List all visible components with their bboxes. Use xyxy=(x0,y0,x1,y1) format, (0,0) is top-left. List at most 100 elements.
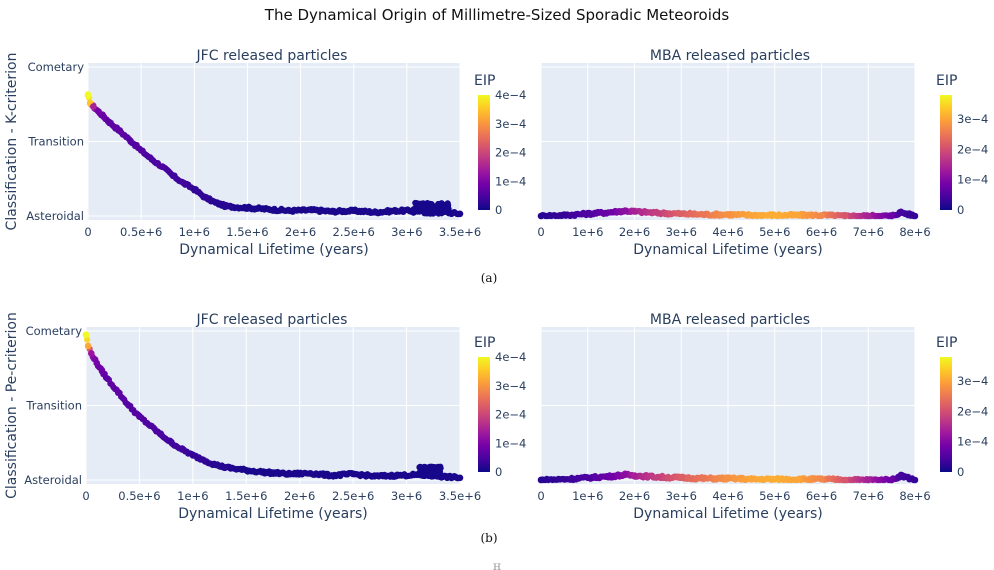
colorbar: EIP 0 1e−4 2e−4 3e−4 xyxy=(936,335,988,479)
data-point xyxy=(201,194,209,201)
data-point xyxy=(136,413,143,421)
x-axis-label: Dynamical Lifetime (years) xyxy=(633,506,822,522)
data-point xyxy=(93,359,100,367)
data-point xyxy=(90,103,97,110)
data-point xyxy=(865,212,872,220)
data-point xyxy=(100,113,108,121)
colorbar-gradient-bar xyxy=(940,95,952,210)
colorbar-tick-label: 2e−4 xyxy=(495,408,526,422)
data-point xyxy=(178,446,186,453)
data-point xyxy=(654,209,662,217)
x-tick-label: 1e+6 xyxy=(572,225,603,239)
data-cluster xyxy=(416,463,444,479)
data-point xyxy=(631,472,638,479)
data-point xyxy=(430,206,437,213)
data-point xyxy=(897,472,905,479)
data-point xyxy=(678,474,685,482)
data-point xyxy=(148,156,156,163)
chart-panel-1: 0 0.5e+6 1e+6 1.5e+6 2e+6 2.5e+6 3e+6 3.5e+6 Ast… xyxy=(4,48,526,258)
data-point xyxy=(701,211,708,218)
colorbar-tick-label: 3e−4 xyxy=(495,117,526,131)
data-point xyxy=(169,172,177,180)
x-tick-label: 3.5e+6 xyxy=(439,225,481,239)
panel-title: MBA released particles xyxy=(650,48,810,64)
x-tick-label: 2.5e+6 xyxy=(332,489,374,503)
data-point xyxy=(865,476,872,484)
x-tick-label: 6e+6 xyxy=(806,225,837,239)
data-point xyxy=(621,471,629,479)
colorbar: EIP 0 1e−4 2e−4 3e−4 4e−4 xyxy=(474,73,526,217)
data-point xyxy=(88,350,95,357)
scatter-series xyxy=(537,470,919,484)
data-point xyxy=(724,211,732,218)
colorbar-title: EIP xyxy=(936,335,957,351)
data-point xyxy=(607,473,615,480)
data-point xyxy=(654,473,662,481)
data-point xyxy=(678,210,685,218)
colorbar-tick-label: 1e−4 xyxy=(957,173,988,187)
data-point xyxy=(350,207,358,215)
x-tick-label: 4e+6 xyxy=(712,225,743,239)
colorbar-title: EIP xyxy=(474,335,495,351)
x-tick-label: 3e+6 xyxy=(666,225,697,239)
data-point xyxy=(841,212,849,220)
caption-a: (a) xyxy=(481,271,498,285)
data-point xyxy=(410,206,417,213)
y-tick-label: Transition xyxy=(25,399,82,413)
y-tick-label: Asteroidal xyxy=(26,209,84,223)
data-point xyxy=(794,476,802,483)
data-point xyxy=(137,147,145,154)
colorbar-tick-label: 2e−4 xyxy=(957,142,988,156)
data-point xyxy=(438,210,445,217)
colorbar-tick-label: 0 xyxy=(495,203,502,217)
data-point xyxy=(392,472,400,479)
colorbar-gradient-bar xyxy=(478,357,490,472)
x-tick-label: 3e+6 xyxy=(666,489,697,503)
data-point xyxy=(584,210,592,218)
x-tick-label: 2.5e+6 xyxy=(333,225,375,239)
colorbar-tick-label: 3e−4 xyxy=(957,112,988,126)
colorbar-tick-label: 1e−4 xyxy=(495,174,526,188)
data-point xyxy=(285,470,293,478)
data-point xyxy=(349,470,357,478)
data-point xyxy=(127,137,134,145)
colorbar-tick-label: 4e−4 xyxy=(495,350,526,364)
x-tick-label: 1e+6 xyxy=(572,489,603,503)
data-point xyxy=(631,208,638,215)
x-tick-label: 5e+6 xyxy=(759,489,790,503)
scatter-series xyxy=(84,91,464,218)
colorbar: EIP 0 1e−4 2e−4 3e−4 xyxy=(936,73,988,217)
x-tick-label: 3e+6 xyxy=(391,225,422,239)
data-point xyxy=(701,475,708,482)
data-point xyxy=(748,212,755,219)
x-tick-label: 3e+6 xyxy=(391,489,422,503)
data-cluster xyxy=(409,199,452,217)
data-point xyxy=(212,199,219,206)
colorbar-tick-label: 2e−4 xyxy=(495,146,526,160)
x-tick-label: 7e+6 xyxy=(853,489,884,503)
x-tick-label: 1.5e+6 xyxy=(226,225,268,239)
x-tick-label: 1e+6 xyxy=(177,489,208,503)
y-tick-label: Asteroidal xyxy=(24,473,82,487)
x-tick-label: 1.5e+6 xyxy=(225,489,267,503)
colorbar-tick-label: 1e−4 xyxy=(957,435,988,449)
data-point xyxy=(84,92,92,99)
figure-title: The Dynamical Origin of Millimetre-Sized… xyxy=(264,6,730,24)
x-tick-label: 1e+6 xyxy=(179,225,210,239)
data-point xyxy=(307,206,315,214)
x-tick-label: 8e+6 xyxy=(899,489,930,503)
data-point xyxy=(159,163,166,171)
data-point xyxy=(561,212,568,219)
y-tick-label: Cometary xyxy=(26,324,83,338)
data-point xyxy=(818,212,825,219)
colorbar-tick-label: 0 xyxy=(957,465,964,479)
x-tick-label: 3.5e+6 xyxy=(439,489,481,503)
data-point xyxy=(329,208,336,215)
data-point xyxy=(421,210,428,217)
data-point xyxy=(607,209,615,216)
x-tick-label: 2e+6 xyxy=(619,225,650,239)
data-point xyxy=(200,456,207,464)
scatter-series xyxy=(537,207,919,220)
data-point xyxy=(82,331,90,339)
